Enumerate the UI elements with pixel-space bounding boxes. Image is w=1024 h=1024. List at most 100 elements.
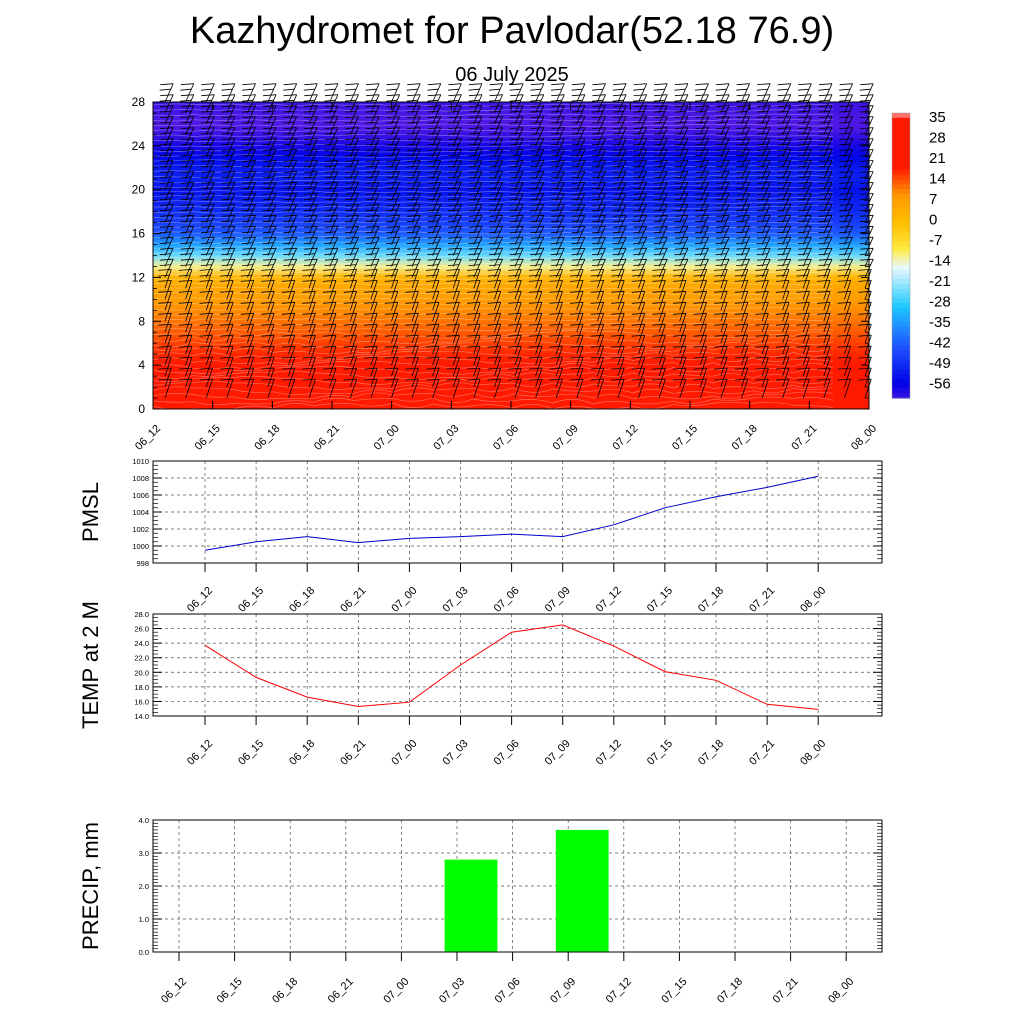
xtick-label: 06_18: [287, 585, 317, 615]
precip-bar: [555, 829, 609, 952]
xtick-label: 07_21: [747, 738, 777, 768]
xtick-label: 07_06: [492, 585, 522, 615]
xtick-label: 06_18: [270, 976, 300, 1006]
xtick-label: 07_18: [715, 976, 745, 1006]
ytick-label: 1008: [132, 474, 149, 483]
xtick-label: 06_12: [185, 738, 215, 768]
heatmap-ytick-label: 20: [132, 183, 146, 197]
xtick-label: 07_21: [771, 976, 801, 1006]
xtick-label: 06_21: [326, 976, 356, 1006]
heatmap-ytick-label: 28: [132, 95, 146, 109]
heatmap-xtick-label: 07_12: [610, 423, 640, 453]
colorbar-label: -35: [929, 314, 951, 331]
series-line: [204, 624, 819, 710]
xtick-label: 06_12: [185, 585, 215, 615]
ytick-label: 20.0: [134, 668, 149, 677]
panel-ylabel: PRECIP, mm: [78, 822, 103, 950]
xtick-label: 07_09: [543, 585, 573, 615]
heatmap-xtick-label: 06_18: [252, 423, 282, 453]
ytick-label: 28.0: [134, 610, 149, 619]
xtick-label: 08_00: [798, 585, 828, 615]
colorbar-label: -56: [929, 376, 951, 393]
heatmap-xtick-label: 07_06: [491, 423, 521, 453]
heatmap-xtick-label: 07_00: [372, 423, 402, 453]
colorbar-label: 0: [929, 212, 937, 229]
xtick-label: 07_15: [645, 585, 675, 615]
heatmap-ytick-label: 0: [138, 402, 145, 416]
xtick-label: 07_09: [548, 976, 578, 1006]
colorbar-label: -21: [929, 273, 951, 290]
colorbar-label: -28: [929, 294, 951, 311]
colorbar-label: -49: [929, 355, 951, 372]
heatmap-xtick-label: 06_15: [193, 423, 223, 453]
colorbar-label: 14: [929, 171, 946, 188]
heatmap-ytick-label: 12: [132, 270, 146, 284]
ytick-label: 18.0: [134, 683, 149, 692]
ytick-label: 14.0: [134, 712, 149, 721]
ytick-label: 16.0: [134, 697, 149, 706]
pmsl-panel: 998 1000 1002 1004 1006 1008 1010 06_12 06_15 06_…: [78, 457, 883, 615]
xtick-label: 07_18: [696, 585, 726, 615]
precip-panel: 0.0 1.0 2.0 3.0 4.0 06_12 06_15 06_18 06_21 07_00…: [78, 816, 883, 1006]
xtick-label: 07_12: [604, 976, 634, 1006]
xtick-label: 06_21: [338, 585, 368, 615]
series-line: [204, 475, 819, 551]
xtick-label: 06_15: [215, 976, 245, 1006]
heatmap-xtick-label: 07_15: [670, 423, 700, 453]
panel-ylabel: TEMP at 2 M: [78, 601, 103, 729]
heatmap-xtick-label: 07_18: [730, 423, 760, 453]
xtick-label: 06_18: [287, 738, 317, 768]
xtick-label: 06_21: [338, 738, 368, 768]
chart-subtitle: 06 July 2025: [455, 64, 569, 86]
colorbar-label: 21: [929, 150, 946, 167]
ytick-label: 4.0: [139, 816, 149, 825]
ytick-label: 1010: [132, 457, 149, 466]
ytick-label: 998: [136, 559, 149, 568]
ytick-label: 26.0: [134, 625, 149, 634]
heatmap-panel: 0 4 8 12 16 20 24 28 06_12 06_15 06_18 06_21 07_00 07…: [132, 83, 879, 453]
xtick-label: 07_21: [747, 585, 777, 615]
xtick-label: 06_15: [236, 585, 266, 615]
ytick-label: 1002: [132, 525, 149, 534]
panel-ylabel: PMSL: [78, 482, 103, 542]
xtick-label: 07_06: [493, 976, 523, 1006]
heatmap-xtick-label: 08_00: [849, 423, 879, 453]
ytick-label: 24.0: [134, 639, 149, 648]
heatmap-xtick-label: 07_03: [431, 423, 461, 453]
heatmap-ytick-label: 16: [132, 227, 146, 241]
xtick-label: 07_00: [389, 738, 419, 768]
heatmap-xtick-label: 07_09: [551, 423, 581, 453]
ytick-label: 1000: [132, 542, 149, 551]
ytick-label: 1006: [132, 491, 149, 500]
colorbar-label: -42: [929, 335, 951, 352]
xtick-label: 07_15: [659, 976, 689, 1006]
colorbar-label: 35: [929, 109, 946, 126]
heatmap-xtick-label: 06_21: [312, 423, 342, 453]
heatmap-ytick-label: 8: [138, 314, 145, 328]
heatmap-xtick-label: 06_12: [133, 423, 163, 453]
ytick-label: 3.0: [139, 849, 149, 858]
xtick-label: 06_12: [159, 976, 189, 1006]
ytick-label: 1.0: [139, 915, 149, 924]
precip-bar: [444, 859, 498, 952]
xtick-label: 08_00: [826, 976, 856, 1006]
xtick-label: 07_00: [389, 585, 419, 615]
colorbar-label: 7: [929, 191, 937, 208]
xtick-label: 06_15: [236, 738, 266, 768]
xtick-label: 07_15: [645, 738, 675, 768]
xtick-label: 07_06: [492, 738, 522, 768]
xtick-label: 07_12: [594, 585, 624, 615]
ytick-label: 22.0: [134, 654, 149, 663]
xtick-label: 07_03: [441, 585, 471, 615]
xtick-label: 07_12: [594, 738, 624, 768]
heatmap-ytick-label: 4: [138, 358, 145, 372]
colorbar-label: -7: [929, 232, 942, 249]
xtick-label: 08_00: [798, 738, 828, 768]
chart-title: Kazhydromet for Pavlodar(52.18 76.9): [189, 10, 835, 52]
heatmap-xtick-label: 07_21: [789, 423, 819, 453]
ytick-label: 2.0: [139, 882, 149, 891]
colorbar-label: -14: [929, 253, 951, 270]
colorbar: 35 28 21 14 7 0 -7 -14 -21 -28 -35 -42 -49 -56: [891, 109, 951, 399]
xtick-label: 07_18: [696, 738, 726, 768]
